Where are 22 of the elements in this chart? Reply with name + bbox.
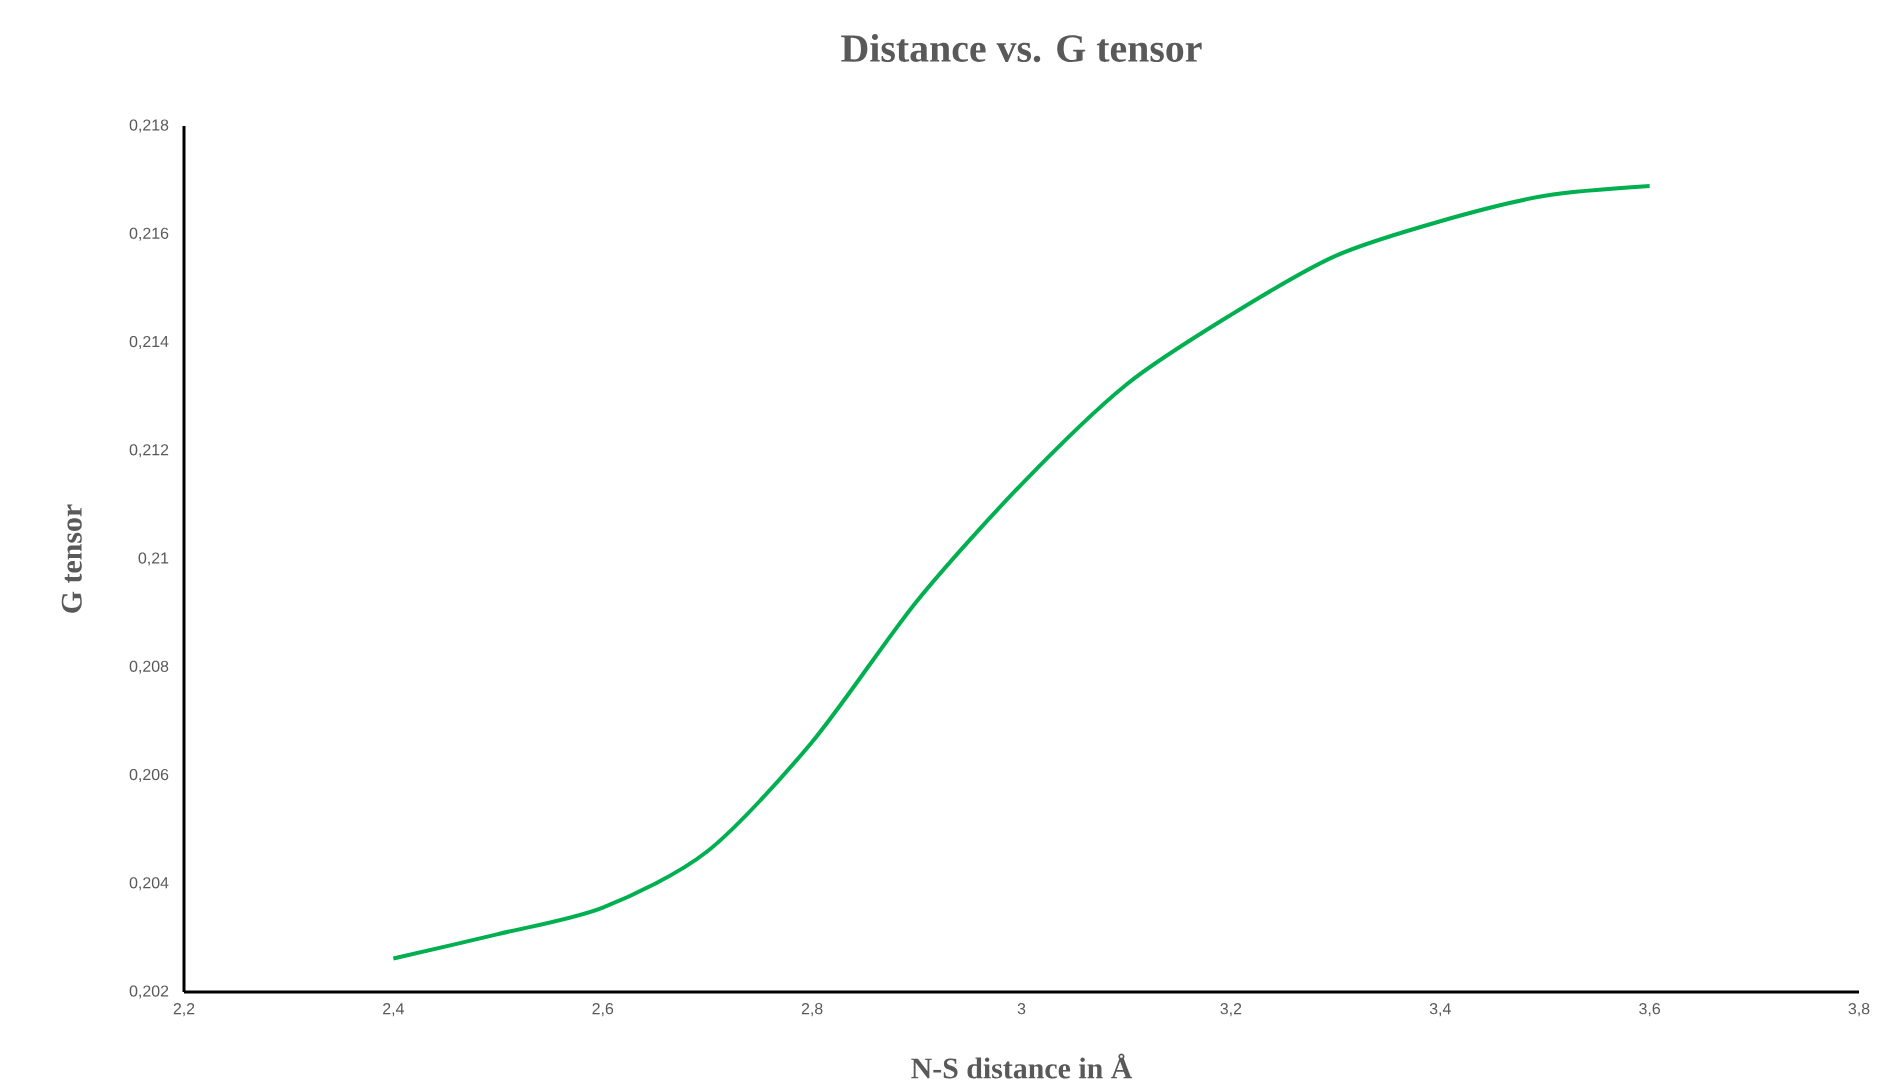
y-tick-label: 0,218 (129, 119, 169, 133)
line-series (391, 184, 1652, 961)
x-tick-label: 3 (1017, 1003, 1026, 1015)
chart-title: Distance vs. G tensor (841, 33, 1202, 63)
y-tick-label: 0,216 (129, 227, 169, 241)
y-tick-label: 0,202 (129, 985, 169, 999)
y-tick-label: 0,208 (129, 660, 169, 674)
x-tick-label: 2,8 (801, 1003, 823, 1017)
x-tick-label: 2,4 (383, 1003, 404, 1017)
x-tick-label: 2,6 (592, 1003, 614, 1017)
y-tick-label: 0,214 (129, 335, 169, 350)
y-tick-label: 0,204 (129, 877, 169, 891)
x-tick-label: 3,4 (1429, 1003, 1451, 1017)
x-tick-label: 2,2 (173, 1003, 195, 1017)
y-tick-label: 0,21 (138, 552, 169, 566)
x-tick-label: 3,6 (1639, 1003, 1661, 1017)
x-axis-title: N-S distance in Å (911, 1053, 1133, 1079)
y-axis-title: G tensor (61, 504, 82, 613)
y-tick-label: 0,212 (129, 444, 169, 458)
x-tick-label: 3,8 (1848, 1003, 1870, 1017)
y-tick-label: 0,206 (129, 768, 169, 783)
x-tick-label: 3,2 (1220, 1003, 1242, 1017)
